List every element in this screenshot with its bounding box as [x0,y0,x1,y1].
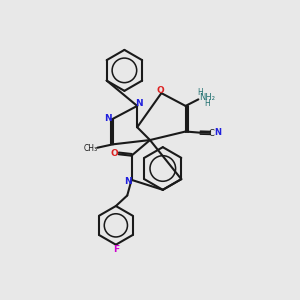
Text: H: H [198,88,203,97]
Text: CH₃: CH₃ [83,144,97,153]
Text: H: H [205,99,210,108]
Text: O: O [111,149,118,158]
Text: N: N [135,99,142,108]
Text: C: C [208,129,214,138]
Text: N: N [104,114,112,123]
Text: O: O [156,86,164,95]
Text: NH₂: NH₂ [200,93,215,102]
Text: N: N [214,128,221,137]
Text: N: N [124,177,131,186]
Text: F: F [113,245,119,254]
